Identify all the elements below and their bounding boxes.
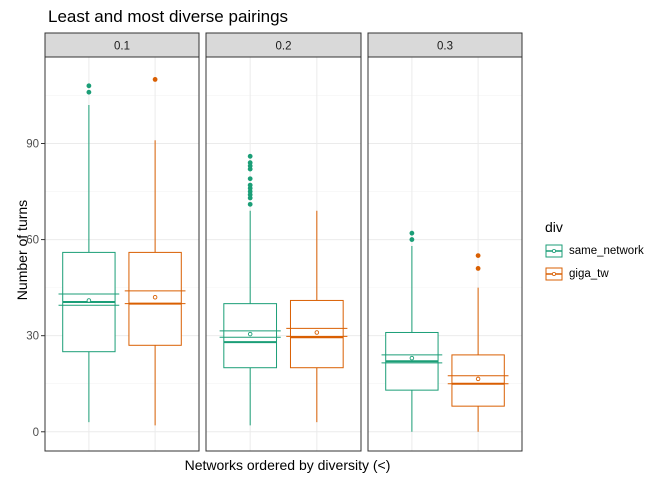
y-tick-label: 0 — [33, 427, 39, 439]
x-axis-label: Networks ordered by diversity (<) — [184, 457, 391, 473]
legend-title: div — [545, 219, 563, 235]
panel-2-same-network-outlier — [247, 176, 253, 182]
panel-1-same-network-outlier — [86, 89, 92, 95]
legend-label-same-network: same_network — [569, 244, 644, 257]
panel-3-same-network-mean-point — [409, 355, 415, 361]
panel-1-giga-tw-outlier — [152, 77, 158, 82]
y-axis-label: Number of turns — [14, 199, 30, 301]
legend-item-same-network: same_network — [545, 239, 644, 262]
panel-2-same-network-mean-point — [247, 331, 253, 337]
facet-label-2: 0.2 — [276, 41, 292, 53]
panel-3-same-network-outlier — [409, 230, 415, 236]
legend-item-giga-tw: giga_tw — [545, 262, 644, 285]
panel-border-1 — [44, 56, 200, 452]
panel-3-same-network-outlier — [409, 237, 415, 242]
panel-1-same-network-mean-point — [86, 298, 92, 303]
legend-key-same-network — [545, 244, 563, 257]
legend-key-giga-tw — [545, 267, 563, 280]
panel-border-3 — [367, 56, 523, 452]
chart-title: Least and most diverse pairings — [48, 7, 289, 26]
panel-2-same-network-outlier — [247, 182, 253, 188]
facet-label-1: 0.1 — [114, 41, 130, 53]
panel-3-giga-tw-mean-point — [475, 376, 481, 382]
y-tick-label: 60 — [26, 235, 39, 247]
panel-2-same-network-outlier — [247, 160, 253, 166]
panel-2-giga-tw-mean-point — [314, 330, 320, 335]
panel-1-same-network-outlier — [86, 83, 92, 89]
facet-label-3: 0.3 — [437, 41, 453, 53]
panel-border-2 — [205, 56, 362, 452]
facet-strip-3 — [367, 32, 523, 58]
legend-label-giga-tw: giga_tw — [569, 267, 609, 280]
panel-2-same-network-outlier — [247, 201, 253, 207]
y-tick-label: 30 — [26, 331, 39, 343]
facet-strip-1 — [44, 32, 200, 58]
y-tick-label: 90 — [26, 138, 39, 150]
panel-3-giga-tw-outlier — [475, 253, 481, 259]
panel-3-giga-tw-outlier — [475, 266, 481, 271]
legend: div same_network giga_tw — [545, 219, 644, 285]
panel-2-same-network-outlier — [247, 153, 253, 159]
panel-1-giga-tw-mean-point — [152, 294, 158, 300]
facet-strip-2 — [205, 32, 362, 58]
